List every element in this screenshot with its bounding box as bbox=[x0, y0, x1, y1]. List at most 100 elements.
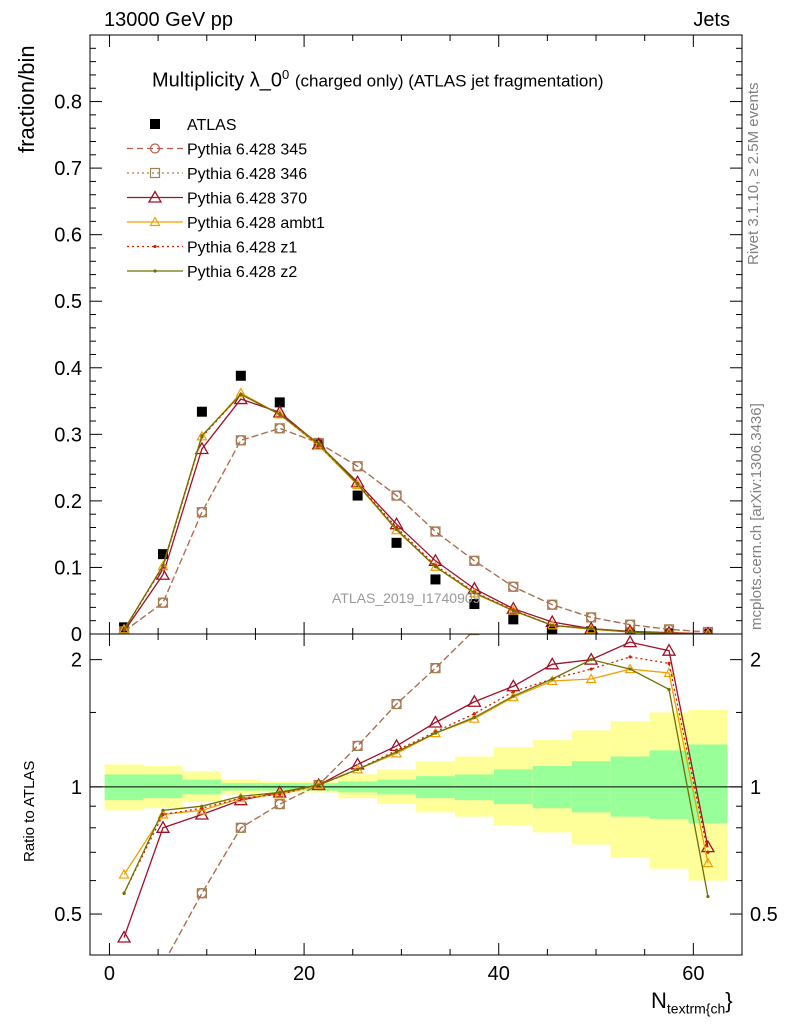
data-point-pythia-6-428-346 bbox=[469, 555, 480, 566]
x-axis-label-subscript: textrm{ch bbox=[666, 1000, 726, 1017]
ratio-point-pythia-6-428-z1 bbox=[161, 812, 165, 817]
data-point-pythia-6-428-345 bbox=[274, 423, 285, 434]
ratio-point-pythia-6-428-345 bbox=[471, 634, 478, 636]
main-y-tick-label: 0.2 bbox=[54, 491, 82, 513]
data-point-pythia-6-428-z2 bbox=[511, 609, 515, 613]
ratio-point-pythia-6-428-370 bbox=[155, 820, 171, 833]
data-point-pythia-6-428-346 bbox=[118, 626, 130, 634]
ratio-point-pythia-6-428-370 bbox=[622, 634, 638, 648]
ratio-point-pythia-6-428-346 bbox=[235, 822, 246, 833]
main-y-tick-label: 0.1 bbox=[54, 557, 82, 579]
ratio-y-tick-label-right: 1 bbox=[750, 777, 761, 799]
legend-label-pythia-6-428-346: Pythia 6.428 346 bbox=[187, 166, 307, 183]
main-y-tick-label: 0.7 bbox=[54, 158, 82, 180]
ratio-point-pythia-6-428-z2 bbox=[550, 677, 554, 681]
data-point-atlas bbox=[352, 490, 363, 501]
data-point-pythia-6-428-370 bbox=[272, 405, 287, 418]
x-axis-label-main: N bbox=[651, 988, 667, 1013]
main-plot-series bbox=[118, 370, 714, 634]
ratio-point-pythia-6-428-z2 bbox=[589, 658, 593, 662]
ratio-point-pythia-6-428-370 bbox=[545, 656, 560, 670]
data-point-pythia-6-428-z2 bbox=[394, 527, 399, 532]
legend-marker-pythia-6-428-370 bbox=[147, 190, 163, 203]
data-point-pythia-6-428-z2 bbox=[356, 482, 360, 486]
data-point-pythia-6-428-z2 bbox=[628, 630, 632, 634]
legend-label-pythia-6-428-345: Pythia 6.428 345 bbox=[187, 142, 307, 159]
plot-title: Multiplicity λ_00 (charged only) (ATLAS … bbox=[152, 67, 604, 93]
data-point-pythia-6-428-345 bbox=[157, 597, 169, 608]
legend-item-pythia-6-428-346: Pythia 6.428 346 bbox=[127, 166, 307, 183]
legend-label-atlas: ATLAS bbox=[187, 117, 237, 134]
data-point-pythia-6-428-z2 bbox=[161, 563, 165, 568]
data-point-pythia-6-428-z2 bbox=[550, 623, 554, 627]
legend-item-pythia-6-428-z1: Pythia 6.428 z1 bbox=[127, 240, 297, 257]
legend-label-pythia-6-428-370: Pythia 6.428 370 bbox=[187, 191, 307, 208]
ratio-point-pythia-6-428-z2 bbox=[628, 667, 632, 671]
legend-marker-pythia-6-428-ambt1 bbox=[149, 216, 161, 227]
ratio-line-pythia-6-428-370 bbox=[123, 641, 709, 938]
data-point-pythia-6-428-346 bbox=[352, 461, 363, 472]
ratio-point-pythia-6-428-345 bbox=[274, 799, 285, 810]
legend-label-pythia-6-428-z2: Pythia 6.428 z2 bbox=[187, 264, 297, 281]
ratio-y-tick-label-right: 0.5 bbox=[750, 904, 778, 926]
legend-item-pythia-6-428-z2: Pythia 6.428 z2 bbox=[127, 264, 297, 281]
ratio-point-pythia-6-428-346 bbox=[587, 487, 596, 496]
data-point-atlas bbox=[235, 370, 246, 381]
ratio-line-pythia-6-428-ambt1 bbox=[123, 668, 709, 875]
ratio-plot-frame bbox=[89, 633, 743, 956]
ratio-point-pythia-6-428-370 bbox=[661, 643, 677, 656]
plot-title-main: Multiplicity λ_0 bbox=[152, 69, 283, 92]
data-point-pythia-6-428-ambt1 bbox=[118, 623, 130, 634]
series-line-pythia-6-428-z1 bbox=[123, 393, 708, 634]
ratio-point-pythia-6-428-370 bbox=[428, 715, 443, 728]
ratio-point-pythia-6-428-345 bbox=[665, 425, 674, 434]
ratio-point-pythia-6-428-346 bbox=[626, 454, 635, 463]
ratio-point-pythia-6-428-z1 bbox=[511, 690, 515, 694]
legend-marker-pythia-6-428-z1 bbox=[153, 244, 157, 249]
data-point-pythia-6-428-346 bbox=[547, 599, 558, 610]
data-point-atlas bbox=[157, 549, 168, 560]
data-point-atlas bbox=[196, 406, 207, 417]
main-y-tick-label: 0 bbox=[71, 624, 82, 646]
data-point-pythia-6-428-z2 bbox=[122, 628, 126, 632]
ratio-point-pythia-6-428-370 bbox=[584, 652, 599, 665]
ratio-series-pythia-6-428-346 bbox=[167, 454, 635, 955]
series-line-pythia-6-428-z2 bbox=[123, 393, 708, 634]
data-point-pythia-6-428-370 bbox=[664, 625, 674, 634]
ratio-point-pythia-6-428-345 bbox=[430, 662, 441, 674]
data-point-pythia-6-428-z2 bbox=[239, 392, 243, 396]
ratio-point-pythia-6-428-z2 bbox=[239, 794, 243, 798]
ratio-line-pythia-6-428-345 bbox=[167, 634, 472, 955]
ratio-point-pythia-6-428-345 bbox=[703, 401, 712, 410]
ratio-point-pythia-6-428-370 bbox=[506, 678, 521, 692]
ratio-point-pythia-6-428-z2 bbox=[356, 767, 360, 771]
data-point-pythia-6-428-346 bbox=[430, 526, 441, 537]
ratio-point-pythia-6-428-z2 bbox=[433, 731, 438, 735]
ratio-point-pythia-6-428-ambt1 bbox=[663, 667, 675, 678]
data-point-pythia-6-428-z2 bbox=[200, 434, 204, 438]
ratio-y-tick-label-right: 2 bbox=[750, 650, 761, 672]
ratio-series-pythia-6-428-z2 bbox=[122, 658, 710, 899]
legend-label-pythia-6-428-z1: Pythia 6.428 z1 bbox=[187, 240, 297, 257]
stat-uncertainty-band-bin bbox=[143, 774, 183, 799]
legend-marker-pythia-6-428-346 bbox=[149, 167, 161, 179]
ratio-y-tick-label-left: 2 bbox=[71, 650, 82, 672]
plot-title-rest: (charged only) (ATLAS jet fragmentation) bbox=[294, 71, 604, 91]
ratio-point-pythia-6-428-z2 bbox=[317, 783, 321, 787]
data-point-pythia-6-428-z2 bbox=[278, 412, 282, 416]
ratio-point-pythia-6-428-346 bbox=[274, 799, 285, 810]
data-point-pythia-6-428-346 bbox=[508, 581, 519, 592]
legend: ATLAS Pythia 6.428 345 Pythia 6.428 346 Pyt… bbox=[127, 117, 325, 281]
rivet-version-label: Rivet 3.1.10, ≥ 2.5M events bbox=[745, 82, 762, 266]
main-y-axis-label: fraction/bin bbox=[14, 45, 39, 153]
ratio-point-pythia-6-428-370 bbox=[116, 930, 132, 943]
legend-item-pythia-6-428-370: Pythia 6.428 370 bbox=[127, 190, 307, 208]
legend-item-pythia-6-428-345: Pythia 6.428 345 bbox=[127, 142, 307, 159]
ratio-point-pythia-6-428-ambt1 bbox=[702, 857, 714, 868]
ratio-point-pythia-6-428-z2 bbox=[667, 687, 671, 692]
data-point-pythia-6-428-370 bbox=[624, 624, 636, 634]
data-point-atlas bbox=[274, 397, 285, 408]
ratio-point-pythia-6-428-ambt1 bbox=[235, 792, 247, 803]
ratio-point-pythia-6-428-z1 bbox=[589, 667, 593, 671]
